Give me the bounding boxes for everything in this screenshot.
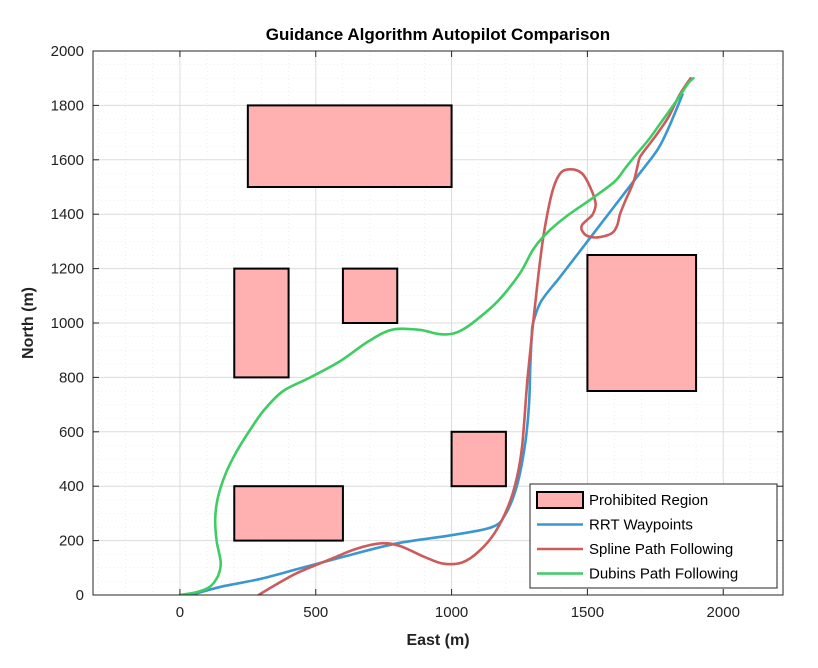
x-tick-label: 1500 xyxy=(571,604,604,621)
y-tick-label: 1200 xyxy=(51,261,84,278)
x-tick-label: 1000 xyxy=(435,604,468,621)
prohibited-region xyxy=(586,254,698,392)
series-lines xyxy=(178,76,695,595)
legend-label-spline-path-following: Spline Path Following xyxy=(589,541,733,558)
y-tick-label: 200 xyxy=(59,533,84,550)
y-tick-label: 1800 xyxy=(51,97,84,114)
y-tick-label: 0 xyxy=(76,587,84,604)
x-axis-label: East (m) xyxy=(406,632,469,649)
prohibited-region xyxy=(341,267,399,325)
legend-swatch-region xyxy=(536,491,584,509)
x-tick-label: 500 xyxy=(303,604,328,621)
axis-ticks: 0 500 1000 1500 2000 0 200 400 600 800 1000 1200 140… xyxy=(51,43,783,621)
y-tick-label: 800 xyxy=(59,369,84,386)
y-tick-label: 1600 xyxy=(51,152,84,169)
y-tick-label: 600 xyxy=(59,424,84,441)
series-line-dubins-path-following xyxy=(178,76,695,595)
legend: Prohibited Region RRT Waypoints Spline Pat… xyxy=(529,483,778,589)
y-axis-label: North (m) xyxy=(20,287,37,359)
chart-title: Guidance Algorithm Autopilot Comparison xyxy=(266,25,610,44)
y-tick-label: 1000 xyxy=(51,315,84,332)
series-line-spline-path-following xyxy=(257,76,692,595)
prohibited-region xyxy=(233,485,344,542)
y-tick-label: 1400 xyxy=(51,206,84,223)
y-tick-label: 2000 xyxy=(51,43,84,60)
y-tick-label: 400 xyxy=(59,478,84,495)
prohibited-region xyxy=(246,104,453,188)
x-tick-label: 2000 xyxy=(707,604,740,621)
legend-label-region: Prohibited Region xyxy=(589,492,708,509)
prohibited-region xyxy=(233,267,290,379)
legend-label-rrt-waypoints: RRT Waypoints xyxy=(589,517,693,534)
legend-label-dubins-path-following: Dubins Path Following xyxy=(589,566,738,583)
prohibited-region xyxy=(450,430,507,488)
legend-items: Prohibited Region RRT Waypoints Spline Pat… xyxy=(536,491,738,583)
prohibited-regions xyxy=(233,104,698,542)
x-tick-label: 0 xyxy=(176,604,184,621)
